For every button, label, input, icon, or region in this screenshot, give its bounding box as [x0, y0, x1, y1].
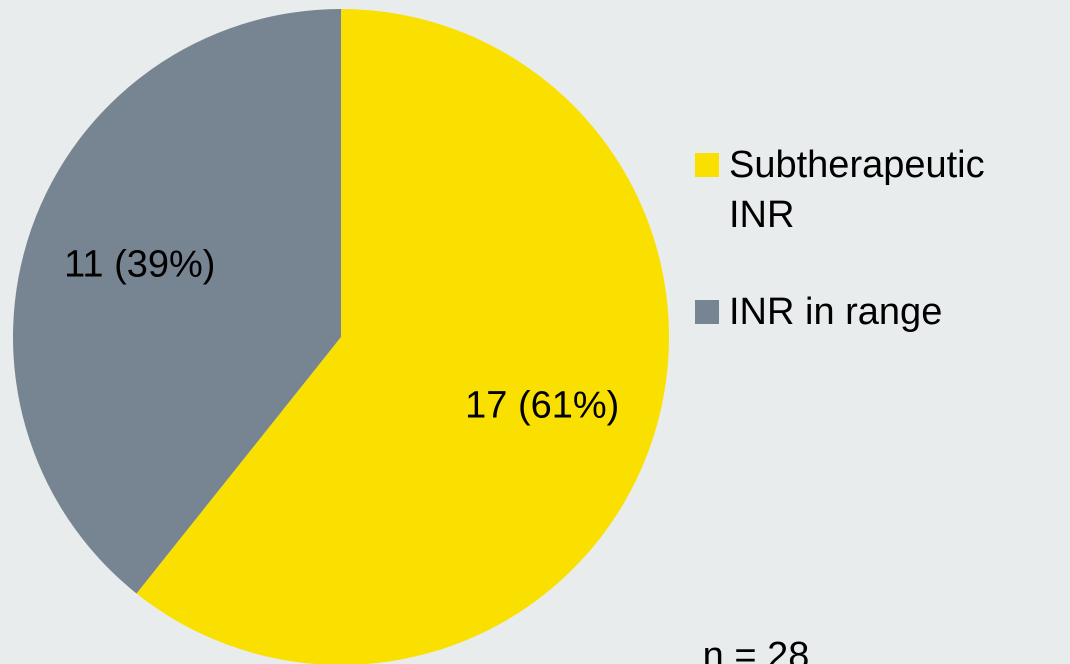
data-label: 17 (61%) [465, 384, 619, 426]
legend-label: Subtherapeutic INR [729, 144, 985, 236]
pie-slice [12, 9, 341, 594]
note: n = 28 [703, 635, 810, 664]
pie-slice [136, 9, 669, 664]
legend-item: Subtherapeutic INR [695, 140, 1025, 240]
data-label: 11 (39%) [64, 244, 215, 286]
legend-label: INR in range [729, 291, 943, 333]
legend-swatch [695, 153, 719, 177]
legend-swatch [695, 300, 719, 324]
legend-item: INR in range [695, 287, 1025, 337]
